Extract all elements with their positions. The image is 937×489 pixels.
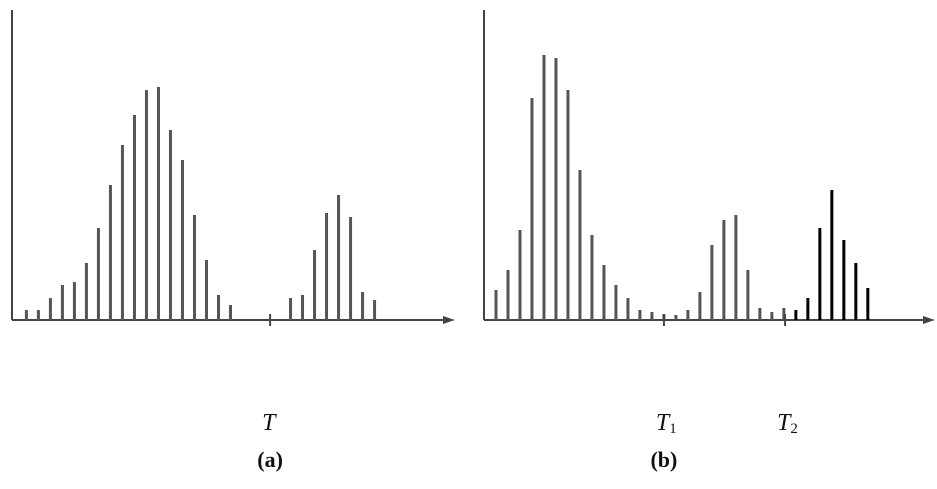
page: {"chart_data": [ {"type": "bar", "captio… <box>0 0 937 489</box>
axis-arrow <box>443 316 455 324</box>
threshold-subscript: 1 <box>669 421 677 437</box>
axis-arrow <box>923 316 935 324</box>
threshold-label: T2 <box>777 410 798 438</box>
threshold-label: T <box>262 410 277 436</box>
threshold-subscript: 2 <box>790 421 798 437</box>
panel-caption: (a) <box>257 447 283 472</box>
panel-caption: (b) <box>650 447 677 472</box>
figure: T (a) T1 T2 (b) <box>0 0 937 489</box>
threshold-label: T1 <box>656 410 677 438</box>
threshold-symbol: T <box>262 410 277 436</box>
